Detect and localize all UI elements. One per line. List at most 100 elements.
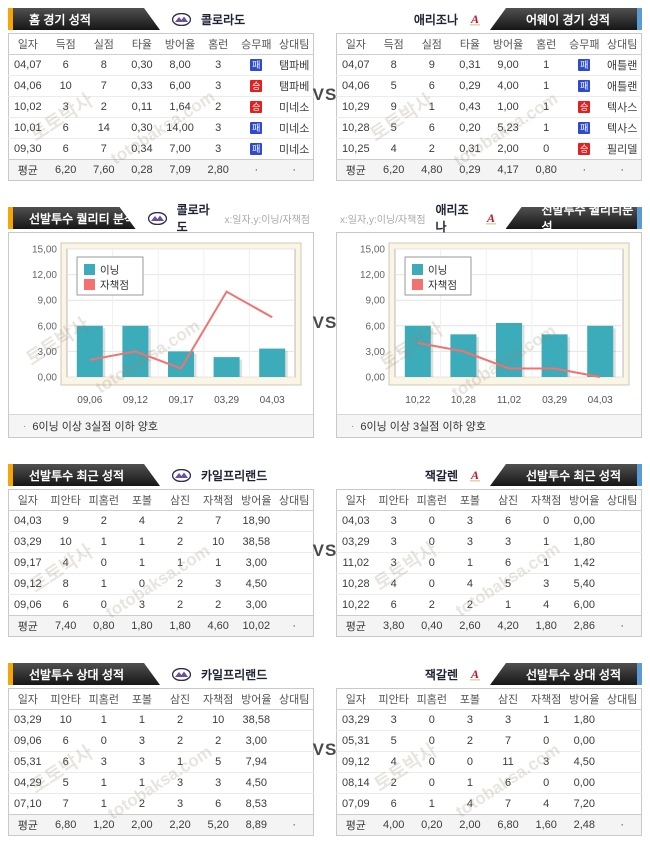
table-cell: 03,29 bbox=[8, 709, 47, 731]
player-name: 잭갈렌 bbox=[424, 468, 458, 483]
table-cell: 1 bbox=[527, 75, 566, 97]
table-cell: 패 bbox=[565, 75, 604, 97]
table-cell: 7 bbox=[489, 730, 528, 752]
player-name: 카일프리랜드 bbox=[201, 468, 268, 483]
column-header: 방어율 bbox=[565, 489, 604, 511]
table-cell: 1 bbox=[122, 552, 161, 574]
arizona-logo: A bbox=[484, 211, 498, 226]
table-row: 11,02 3 0 1 6 1 1,42 bbox=[336, 552, 642, 574]
table-cell: 1 bbox=[161, 552, 200, 574]
table-cell bbox=[603, 751, 642, 773]
panel-header: 선발투수 퀄리티 분석 콜로라도 x:일자,y:이닝/자책점 bbox=[8, 203, 314, 234]
arizona-logo: A bbox=[468, 468, 482, 483]
column-header: 삼진 bbox=[489, 688, 528, 710]
table-row: 07,10 7 1 2 3 6 8,53 bbox=[8, 793, 314, 815]
table-cell: 승 bbox=[565, 138, 604, 160]
table-cell: 9 bbox=[412, 54, 451, 76]
table-cell: 1,80 bbox=[161, 615, 200, 637]
innings-bar bbox=[76, 325, 103, 377]
table-cell: 4 bbox=[450, 793, 489, 815]
column-header: 피안타 bbox=[374, 489, 413, 511]
section-title-tab: 선발투수 최근 성적 bbox=[8, 464, 160, 486]
table-cell: 09,06 bbox=[8, 594, 47, 616]
table-cell: 09,17 bbox=[8, 552, 47, 574]
table-cell: 4,50 bbox=[237, 573, 276, 595]
table-cell: 평균 bbox=[336, 159, 375, 181]
table-cell: 3 bbox=[489, 531, 528, 553]
table-row: 10,28 4 0 4 5 3 5,40 bbox=[336, 573, 642, 595]
table-cell: 10 bbox=[46, 531, 85, 553]
y-tick-label: 15,00 bbox=[360, 245, 385, 256]
table-cell: 4,50 bbox=[565, 751, 604, 773]
y-tick-label: 12,00 bbox=[360, 270, 385, 281]
table-cell: 3 bbox=[122, 730, 161, 752]
table-cell: 2 bbox=[374, 772, 413, 794]
panel-header: 애리조나 A 어웨이 경기 성적 bbox=[336, 8, 642, 30]
table-row: 09,12 4 0 0 11 3 4,50 bbox=[336, 751, 642, 773]
table-cell: 4 bbox=[450, 573, 489, 595]
innings-bar bbox=[259, 348, 286, 377]
table-cell: 4,00 bbox=[374, 814, 413, 836]
table-cell: 2,00 bbox=[122, 814, 161, 836]
panel-colorado-home: 홈 경기 성적 콜로라도 일자 득점 실점 타율 방어율 홈런 승무패 상대팀 04,07 6 8 0… bbox=[8, 8, 314, 181]
table-row: 07,09 6 1 4 7 4 7,20 bbox=[336, 793, 642, 815]
colorado-logo bbox=[172, 468, 191, 482]
section-title: 어웨이 경기 성적 bbox=[526, 12, 610, 27]
column-header: 자책점 bbox=[527, 489, 566, 511]
column-header: 상대팀 bbox=[603, 489, 642, 511]
legend-swatch-earned-runs bbox=[84, 279, 95, 290]
panel-arizona-quality: x:일자,y:이닝/자책점 애리조나 A 선발투수 퀄리티분석 0,00 3,00… bbox=[336, 203, 642, 438]
column-header: 승무패 bbox=[565, 33, 604, 55]
column-header: 일자 bbox=[336, 688, 375, 710]
table-cell: 04,06 bbox=[8, 75, 47, 97]
table-row: 10,02 3 2 0,11 1,64 2 승 미네소 bbox=[8, 96, 314, 118]
table-cell: 평균 bbox=[336, 615, 375, 637]
x-tick-label: 10,22 bbox=[405, 395, 430, 406]
section-pitcher-recent: 선발투수 최근 성적 카일프리랜드 일자 피안타 피홈런 포볼 삼진 자책점 방어율 상대팀 0… bbox=[8, 464, 642, 637]
table-cell: 1 bbox=[84, 573, 123, 595]
table-cell: 탬파베 bbox=[275, 75, 314, 97]
column-header: 피홈런 bbox=[84, 688, 123, 710]
y-tick-label: 9,00 bbox=[366, 296, 386, 307]
quality-chart: 0,00 3,00 6,00 9,00 12,00 15,00 이닝 자책점 10,22 10,2… bbox=[337, 233, 641, 414]
win-badge: 승 bbox=[578, 101, 591, 113]
table-cell: 4,50 bbox=[237, 772, 276, 794]
column-header: 삼진 bbox=[161, 688, 200, 710]
panel-gallen-opponent: 잭갈렌 A 선발투수 상대 성적 일자 피안타 피홈런 포볼 삼진 자책점 방어율 상대팀 03… bbox=[336, 663, 642, 836]
column-header: 포볼 bbox=[122, 489, 161, 511]
table-cell: 필리델 bbox=[603, 138, 642, 160]
table-cell: 09,12 bbox=[336, 751, 375, 773]
table-cell: 09,06 bbox=[8, 730, 47, 752]
column-header: 포볼 bbox=[122, 688, 161, 710]
column-header: 자책점 bbox=[527, 688, 566, 710]
table-cell: 미네소 bbox=[275, 117, 314, 139]
table-cell: 5 bbox=[199, 751, 238, 773]
table-cell: 3 bbox=[527, 573, 566, 595]
stats-table: 일자 득점 실점 타율 방어율 홈런 승무패 상대팀 04,07 6 8 0,30 8,00 3 패 탬파베 0… bbox=[8, 33, 314, 181]
column-header: 일자 bbox=[8, 489, 47, 511]
table-cell: 3,80 bbox=[374, 615, 413, 637]
table-cell: 2,00 bbox=[450, 814, 489, 836]
table-cell: 2 bbox=[161, 709, 200, 731]
column-header: 득점 bbox=[46, 33, 85, 55]
table-cell: 7,60 bbox=[84, 159, 123, 181]
table-cell: 애틀랜 bbox=[603, 54, 642, 76]
table-cell: 1 bbox=[412, 96, 451, 118]
table-cell: 4 bbox=[374, 138, 413, 160]
table-avg-row: 평균 6,20 4,80 0,29 4,17 0,80 · · bbox=[336, 159, 642, 181]
table-cell: 1 bbox=[527, 54, 566, 76]
table-cell: 5 bbox=[46, 772, 85, 794]
table-cell: 2 bbox=[161, 594, 200, 616]
table-cell: 2 bbox=[84, 96, 123, 118]
table-cell: 5 bbox=[374, 117, 413, 139]
table-cell: 8 bbox=[84, 54, 123, 76]
table-cell bbox=[275, 531, 314, 553]
y-tick-label: 0,00 bbox=[38, 373, 58, 384]
table-cell: 0 bbox=[412, 751, 451, 773]
table-cell: 0 bbox=[412, 510, 451, 532]
y-tick-label: 9,00 bbox=[38, 296, 58, 307]
table-cell: 0 bbox=[412, 552, 451, 574]
table-cell bbox=[603, 709, 642, 731]
